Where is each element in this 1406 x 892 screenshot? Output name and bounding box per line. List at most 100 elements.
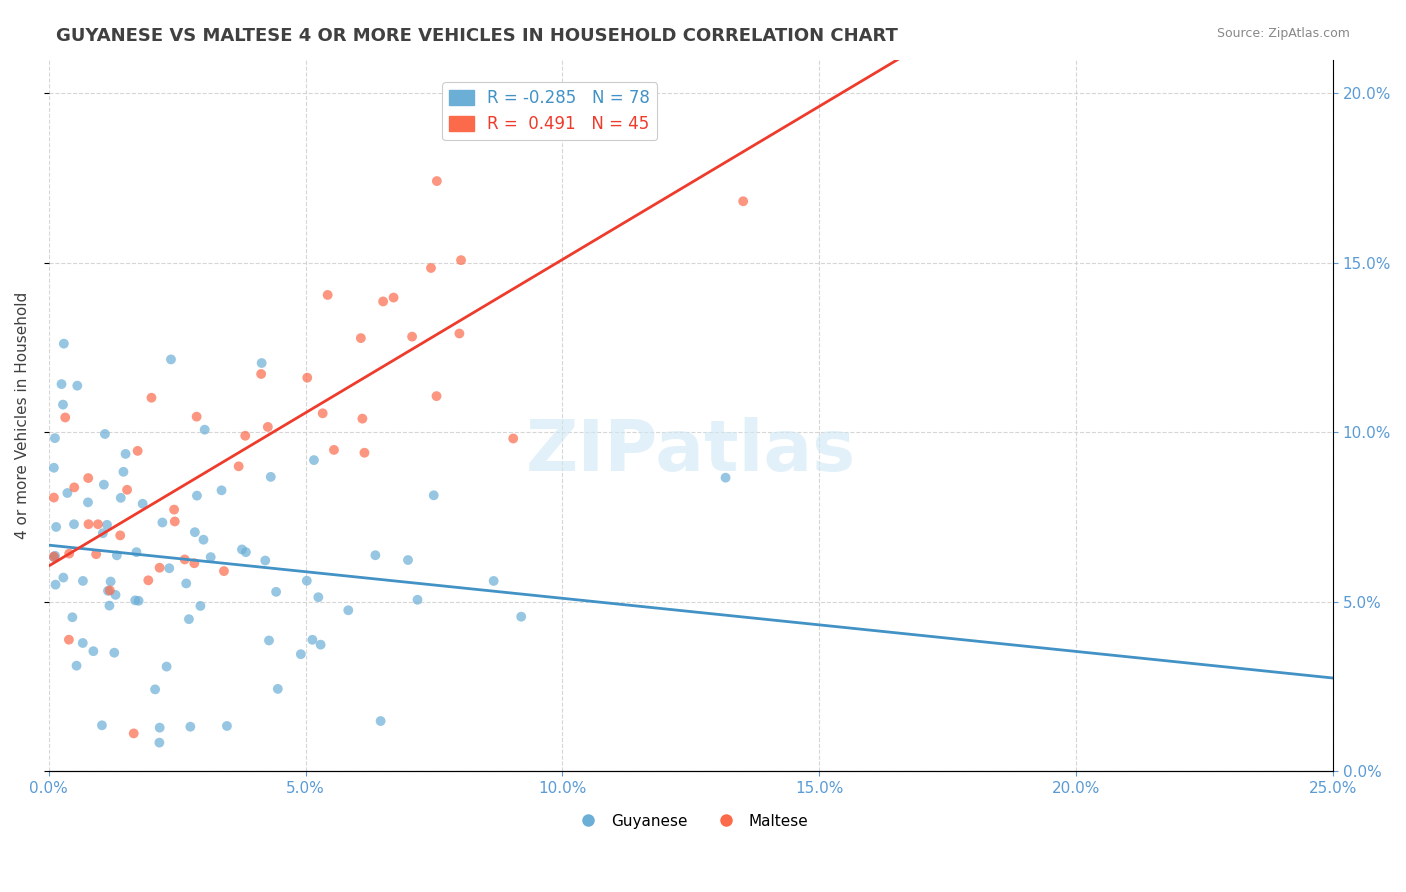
Point bbox=[45, 520, 67, 534]
Point bbox=[233, 428, 256, 442]
Point bbox=[65, 658, 87, 673]
Point bbox=[174, 576, 197, 591]
Point bbox=[136, 574, 159, 588]
Point bbox=[128, 594, 150, 608]
Point bbox=[100, 574, 122, 589]
Point bbox=[42, 491, 65, 505]
Point bbox=[77, 471, 100, 485]
Point bbox=[250, 356, 273, 370]
Point bbox=[77, 517, 100, 532]
Point bbox=[425, 389, 447, 403]
Point bbox=[295, 574, 318, 588]
Point bbox=[98, 599, 121, 613]
Point bbox=[406, 592, 429, 607]
Point bbox=[52, 571, 75, 585]
Point bbox=[420, 260, 443, 275]
Point bbox=[323, 442, 346, 457]
Point bbox=[190, 599, 212, 613]
Point bbox=[260, 470, 283, 484]
Point bbox=[337, 603, 360, 617]
Point bbox=[84, 547, 107, 561]
Text: Source: ZipAtlas.com: Source: ZipAtlas.com bbox=[1216, 27, 1350, 40]
Point bbox=[382, 291, 405, 305]
Point bbox=[194, 423, 217, 437]
Point bbox=[250, 367, 273, 381]
Point bbox=[148, 736, 170, 750]
Point bbox=[110, 528, 132, 542]
Point bbox=[44, 549, 66, 563]
Point bbox=[257, 633, 280, 648]
Point bbox=[316, 288, 339, 302]
Point bbox=[733, 194, 755, 209]
Point bbox=[98, 583, 121, 598]
Point bbox=[422, 488, 444, 502]
Point bbox=[72, 636, 94, 650]
Point bbox=[449, 326, 471, 341]
Point bbox=[155, 659, 177, 673]
Point bbox=[45, 577, 67, 591]
Point bbox=[401, 329, 423, 343]
Point bbox=[290, 647, 312, 661]
Point bbox=[105, 549, 128, 563]
Legend: Guyanese, Maltese: Guyanese, Maltese bbox=[567, 807, 814, 835]
Point bbox=[149, 721, 172, 735]
Point bbox=[364, 548, 387, 562]
Point bbox=[302, 453, 325, 467]
Point bbox=[396, 553, 419, 567]
Point bbox=[97, 583, 120, 598]
Point bbox=[160, 352, 183, 367]
Point bbox=[215, 719, 238, 733]
Point bbox=[228, 459, 250, 474]
Point bbox=[371, 294, 394, 309]
Point bbox=[42, 460, 65, 475]
Point bbox=[104, 588, 127, 602]
Point bbox=[52, 336, 75, 351]
Point bbox=[77, 495, 100, 509]
Point bbox=[502, 432, 524, 446]
Point bbox=[58, 632, 80, 647]
Point bbox=[370, 714, 392, 728]
Point bbox=[231, 542, 253, 557]
Point bbox=[42, 549, 65, 564]
Point bbox=[184, 525, 207, 540]
Point bbox=[56, 486, 79, 500]
Point bbox=[124, 593, 146, 607]
Point bbox=[96, 517, 118, 532]
Point bbox=[256, 420, 278, 434]
Point bbox=[163, 515, 186, 529]
Point bbox=[112, 465, 135, 479]
Point bbox=[148, 560, 170, 574]
Point bbox=[426, 174, 449, 188]
Point bbox=[301, 632, 323, 647]
Point bbox=[53, 410, 76, 425]
Point bbox=[82, 644, 104, 658]
Point bbox=[91, 526, 114, 541]
Point bbox=[143, 682, 166, 697]
Point bbox=[93, 477, 115, 491]
Point bbox=[52, 398, 75, 412]
Point bbox=[309, 638, 332, 652]
Point bbox=[183, 556, 205, 570]
Point bbox=[312, 406, 335, 420]
Point bbox=[114, 447, 136, 461]
Point bbox=[110, 491, 132, 505]
Y-axis label: 4 or more Vehicles in Household: 4 or more Vehicles in Household bbox=[15, 292, 30, 539]
Point bbox=[264, 584, 287, 599]
Point bbox=[179, 720, 201, 734]
Point bbox=[267, 681, 290, 696]
Point bbox=[42, 550, 65, 565]
Point bbox=[157, 561, 180, 575]
Point bbox=[482, 574, 505, 588]
Point bbox=[150, 516, 173, 530]
Point bbox=[63, 480, 86, 494]
Point bbox=[87, 517, 110, 532]
Point bbox=[510, 609, 533, 624]
Point bbox=[163, 502, 186, 516]
Point bbox=[58, 547, 80, 561]
Point bbox=[350, 331, 373, 345]
Point bbox=[125, 545, 148, 559]
Point bbox=[103, 646, 125, 660]
Point bbox=[127, 443, 149, 458]
Text: GUYANESE VS MALTESE 4 OR MORE VEHICLES IN HOUSEHOLD CORRELATION CHART: GUYANESE VS MALTESE 4 OR MORE VEHICLES I… bbox=[56, 27, 898, 45]
Point bbox=[90, 718, 112, 732]
